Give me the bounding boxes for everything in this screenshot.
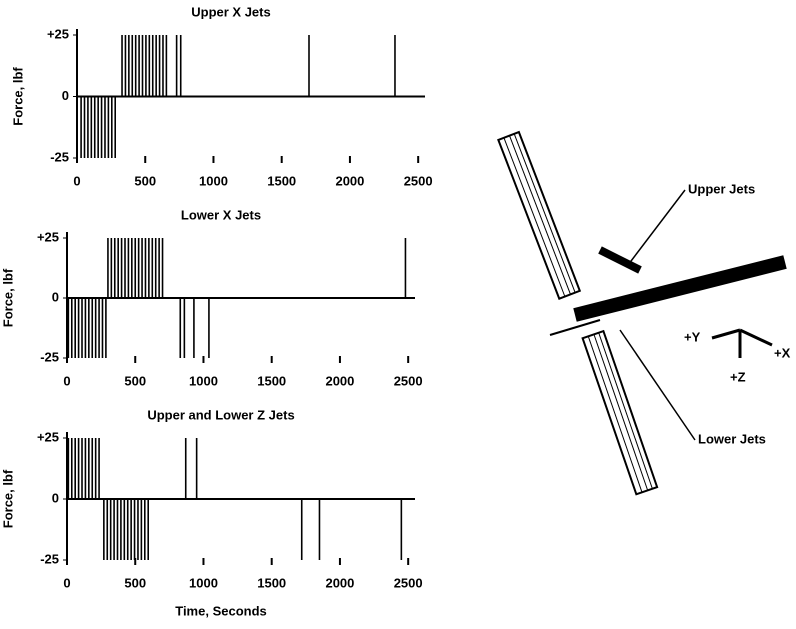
x-tick-label: 2500 [394,373,423,388]
x-tick-label: 1500 [257,575,286,590]
y-tick-label: +25 [47,26,69,41]
y-tick-label: +25 [37,229,59,244]
x-tick-label: 0 [63,373,70,388]
axis-label: +Y [684,329,701,344]
x-tick-label: 2000 [325,575,354,590]
y-tick-label: +25 [37,429,59,444]
y-tick-label: -25 [50,149,69,164]
diagram-label: Lower Jets [698,431,766,446]
y-tick-label: -25 [40,551,59,566]
x-tick-label: 0 [73,173,80,188]
x-tick-label: 2500 [404,173,433,188]
x-tick-label: 1000 [199,173,228,188]
x-tick-label: 2500 [394,575,423,590]
y-axis-label: Force, lbf [0,268,15,327]
x-tick-label: 2000 [335,173,364,188]
diagram-label: Upper Jets [688,181,755,196]
y-axis-label: Force, lbf [10,67,25,126]
x-tick-label: 1500 [267,173,296,188]
x-tick-label: 1000 [189,575,218,590]
x-tick-label: 0 [63,575,70,590]
x-axis-label: Time, Seconds [175,603,267,618]
y-tick-label: 0 [52,490,59,505]
chart-title: Upper X Jets [191,4,270,19]
y-tick-label: 0 [62,88,69,103]
x-tick-label: 1000 [189,373,218,388]
x-tick-label: 500 [134,173,156,188]
x-tick-label: 2000 [325,373,354,388]
y-tick-label: 0 [52,289,59,304]
y-axis-label: Force, lbf [0,469,15,528]
axis-label: +X [774,345,791,360]
chart-title: Upper and Lower Z Jets [147,407,294,422]
y-tick-label: -25 [40,349,59,364]
x-tick-label: 1500 [257,373,286,388]
x-tick-label: 500 [124,575,146,590]
figure: Upper Jets Lower Jets +Y +X +Z Upper X J… [0,0,796,629]
axis-label: +Z [730,369,746,384]
chart-title: Lower X Jets [181,207,261,222]
x-tick-label: 500 [124,373,146,388]
